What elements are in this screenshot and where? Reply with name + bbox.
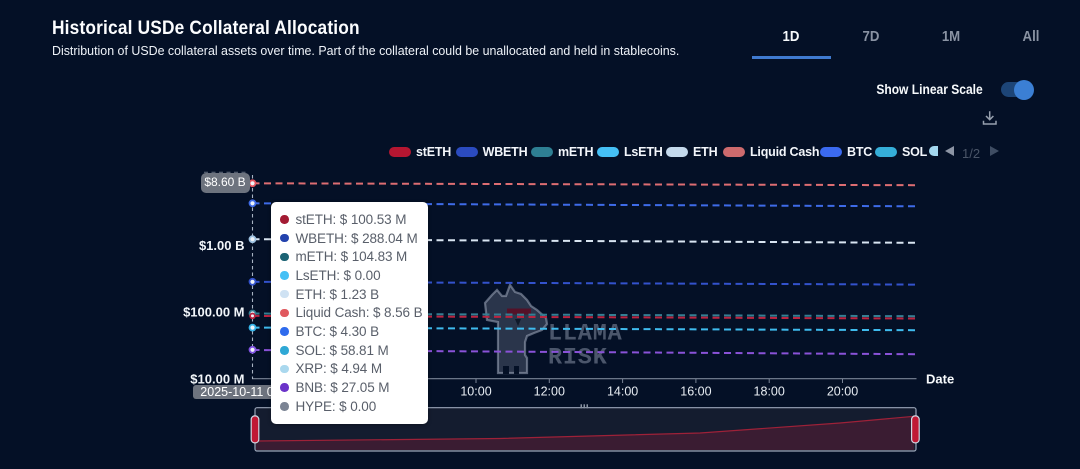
- svg-text:10:00: 10:00: [460, 385, 491, 399]
- svg-text:14:00: 14:00: [607, 385, 638, 399]
- svg-text:Date: Date: [926, 372, 954, 387]
- svg-text:16:00: 16:00: [680, 385, 711, 399]
- svg-text:20:00: 20:00: [827, 385, 858, 399]
- svg-text:RISK: RISK: [548, 345, 608, 372]
- svg-text:12:00: 12:00: [534, 385, 565, 399]
- svg-text:$100.00 M: $100.00 M: [183, 304, 244, 319]
- svg-text:$10.00 M: $10.00 M: [190, 372, 244, 387]
- svg-text:18:00: 18:00: [754, 385, 785, 399]
- svg-text:LLAMA: LLAMA: [548, 321, 623, 348]
- svg-text:$1.00 B: $1.00 B: [199, 238, 245, 253]
